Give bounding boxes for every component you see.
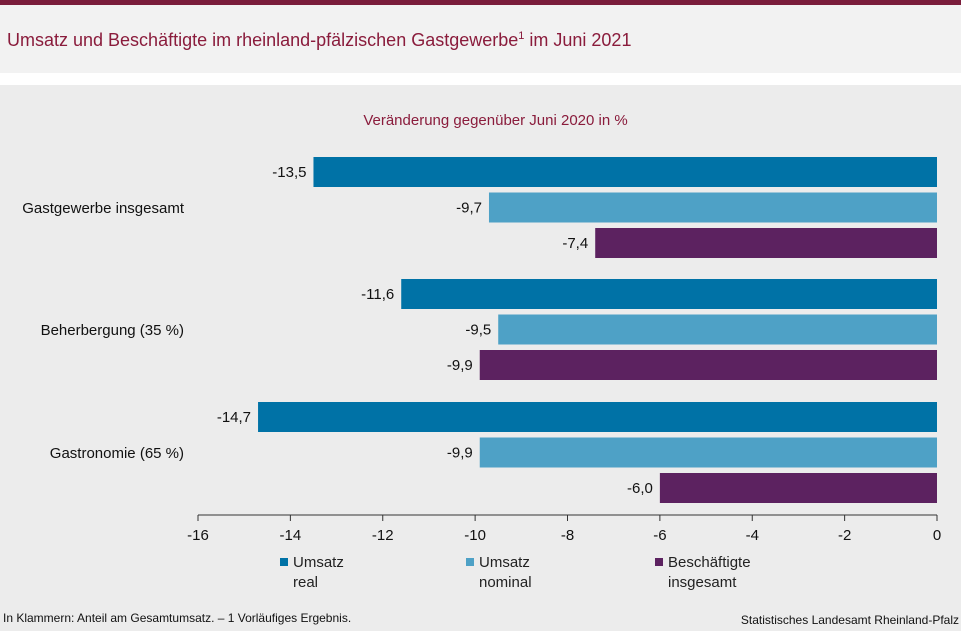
x-tick-label: -8 <box>561 527 574 544</box>
header-separator <box>0 73 961 85</box>
x-tick-label: 0 <box>933 527 941 544</box>
title-footnote-marker: 1 <box>518 30 525 42</box>
data-label: -9,9 <box>447 445 473 462</box>
data-label: -14,7 <box>217 409 251 426</box>
x-tick-label: -14 <box>280 527 302 544</box>
x-tick-label: -16 <box>187 527 209 544</box>
bar <box>479 350 937 380</box>
bar <box>498 314 937 345</box>
legend-swatch-umsatz-nominal <box>466 558 474 566</box>
data-label: -9,5 <box>465 322 491 339</box>
legend-item-beschaeftigte: Beschäftigte insgesamt <box>655 553 768 593</box>
data-label: -9,9 <box>447 357 473 374</box>
legend-item-umsatz-real: Umsatz real <box>280 553 393 593</box>
bar <box>595 228 937 258</box>
legend-swatch-umsatz-real <box>280 558 288 566</box>
data-label: -9,7 <box>456 200 482 217</box>
x-tick-label: -10 <box>464 527 486 544</box>
data-label: -11,6 <box>361 286 394 303</box>
bar <box>488 192 937 223</box>
chart-subtitle: Veränderung gegenüber Juni 2020 in % <box>363 112 628 129</box>
category-label: Beherbergung (35 %) <box>41 322 184 339</box>
data-label: -7,4 <box>562 235 588 252</box>
source-note: Statistisches Landesamt Rheinland-Pfalz <box>740 613 959 627</box>
bar <box>313 157 937 187</box>
header: Umsatz und Beschäftigte im rheinland-pfä… <box>0 5 961 73</box>
footnote: In Klammern: Anteil am Gesamtumsatz. – 1… <box>3 611 352 625</box>
data-label: -13,5 <box>272 164 306 181</box>
bar <box>659 473 937 503</box>
x-tick-label: -4 <box>746 527 759 544</box>
legend-item-umsatz-nominal: Umsatz nominal <box>466 553 579 593</box>
chart-title: Umsatz und Beschäftigte im rheinland-pfä… <box>7 30 632 50</box>
legend-swatch-beschaeftigte <box>655 558 663 566</box>
x-tick-label: -2 <box>838 527 851 544</box>
top-accent-rule <box>0 0 961 5</box>
bar <box>401 279 938 309</box>
bar <box>479 437 937 468</box>
x-tick-label: -6 <box>653 527 666 544</box>
category-label: Gastronomie (65 %) <box>50 445 184 462</box>
x-tick-label: -12 <box>372 527 394 544</box>
category-label: Gastgewerbe insgesamt <box>22 200 185 217</box>
bar <box>258 402 937 432</box>
data-label: -6,0 <box>627 480 653 497</box>
